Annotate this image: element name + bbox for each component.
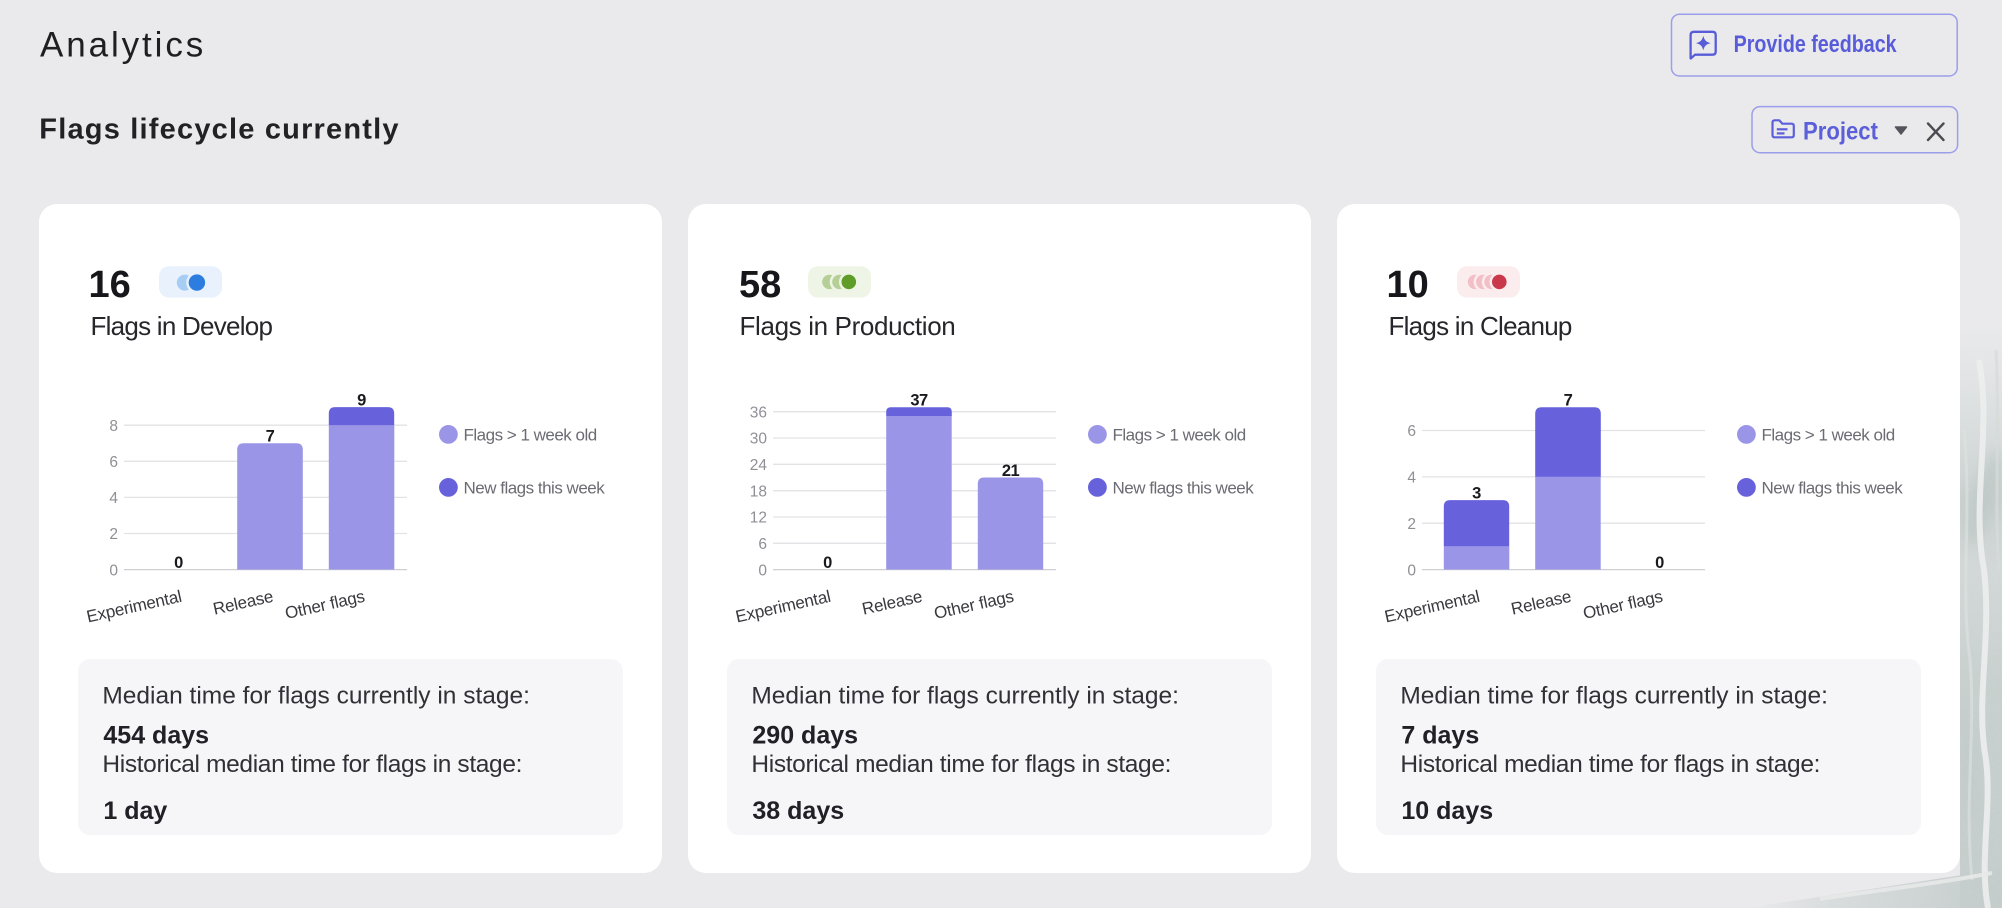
svg-text:Median time for flags currentl: Median time for flags currently in stage… <box>1400 683 1828 710</box>
svg-text:6: 6 <box>109 454 118 471</box>
svg-text:Historical median time for fla: Historical median time for flags in stag… <box>102 751 522 778</box>
svg-text:21: 21 <box>1002 462 1020 480</box>
svg-text:4: 4 <box>109 490 118 507</box>
svg-text:Flags in Develop: Flags in Develop <box>91 311 273 341</box>
svg-text:7: 7 <box>266 428 275 446</box>
svg-text:0: 0 <box>758 562 767 579</box>
svg-text:9: 9 <box>357 392 366 410</box>
svg-text:Historical median time for fla: Historical median time for flags in stag… <box>751 751 1171 778</box>
svg-text:7: 7 <box>1564 392 1573 410</box>
svg-text:2: 2 <box>1407 516 1416 533</box>
svg-text:0: 0 <box>1655 554 1664 572</box>
svg-text:36: 36 <box>750 404 767 421</box>
svg-text:24: 24 <box>750 457 768 474</box>
svg-text:4: 4 <box>1407 470 1416 487</box>
svg-text:3: 3 <box>1472 485 1481 503</box>
svg-text:2: 2 <box>109 526 118 543</box>
svg-text:1 day: 1 day <box>103 797 167 825</box>
svg-text:0: 0 <box>823 554 832 572</box>
svg-text:38 days: 38 days <box>752 797 844 825</box>
svg-text:0: 0 <box>1407 562 1416 579</box>
svg-text:New flags this week: New flags this week <box>1113 478 1255 497</box>
svg-text:Flags > 1 week old: Flags > 1 week old <box>1113 425 1246 444</box>
svg-text:12: 12 <box>750 510 767 527</box>
svg-text:6: 6 <box>1407 423 1416 440</box>
svg-text:New flags this week: New flags this week <box>1762 478 1904 497</box>
svg-text:Flags > 1 week old: Flags > 1 week old <box>464 425 597 444</box>
svg-text:18: 18 <box>750 483 767 500</box>
svg-text:New flags this week: New flags this week <box>464 478 606 497</box>
svg-text:Historical median time for fla: Historical median time for flags in stag… <box>1400 751 1820 778</box>
svg-text:Median time for flags currentl: Median time for flags currently in stage… <box>751 683 1179 710</box>
svg-text:30: 30 <box>750 431 768 448</box>
svg-text:Median time for flags currentl: Median time for flags currently in stage… <box>102 683 530 710</box>
svg-text:58: 58 <box>739 264 781 306</box>
svg-text:16: 16 <box>89 264 131 306</box>
svg-text:0: 0 <box>109 562 118 579</box>
svg-text:454 days: 454 days <box>103 721 209 749</box>
svg-text:8: 8 <box>109 418 118 435</box>
svg-text:Analytics: Analytics <box>40 25 206 64</box>
svg-text:7 days: 7 days <box>1401 721 1479 749</box>
svg-text:Project: Project <box>1803 118 1878 146</box>
svg-text:Flags lifecycle currently: Flags lifecycle currently <box>39 114 399 146</box>
svg-text:Flags in Production: Flags in Production <box>740 311 956 341</box>
svg-text:10: 10 <box>1387 264 1429 306</box>
svg-text:Provide feedback: Provide feedback <box>1734 30 1898 57</box>
svg-text:6: 6 <box>758 536 767 553</box>
svg-text:0: 0 <box>174 554 183 572</box>
svg-text:290 days: 290 days <box>752 721 858 749</box>
svg-text:Flags in Cleanup: Flags in Cleanup <box>1389 311 1572 341</box>
svg-text:Flags > 1 week old: Flags > 1 week old <box>1762 425 1895 444</box>
svg-text:37: 37 <box>910 392 928 410</box>
svg-text:10 days: 10 days <box>1401 797 1493 825</box>
